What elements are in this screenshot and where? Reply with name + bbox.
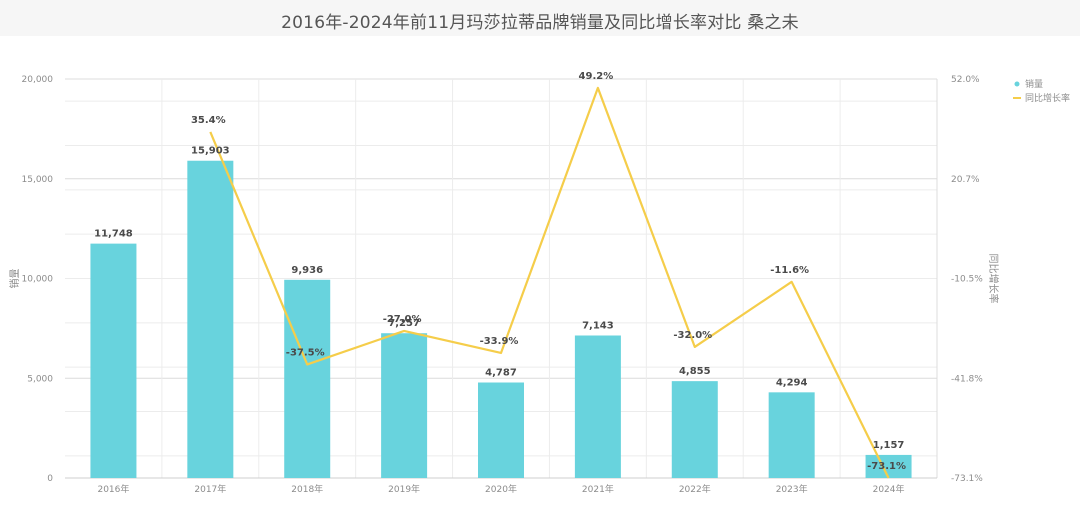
legend-bar-label: 销量	[1025, 78, 1043, 90]
y-right-tick-label: -73.1%	[951, 474, 983, 484]
line-value-label: 49.2%	[579, 71, 614, 82]
x-tick-label: 2016年	[97, 483, 129, 495]
y-right-axis-title: 同比增长率	[987, 254, 1000, 304]
chart-title: 2016年-2024年前11月玛莎拉蒂品牌销量及同比增长率对比 桑之未	[281, 13, 799, 33]
legend-line-label: 同比增长率	[1025, 92, 1070, 104]
bar-value-label: 4,855	[679, 366, 711, 377]
y-left-tick-label: 0	[47, 474, 53, 484]
bar-value-label: 15,903	[191, 146, 230, 157]
bar	[574, 335, 621, 478]
x-tick-label: 2024年	[873, 483, 905, 495]
bar-value-label: 11,748	[94, 229, 133, 240]
line-value-label: -33.9%	[480, 336, 519, 347]
bar	[671, 381, 718, 478]
y-right-tick-label: 20.7%	[951, 175, 980, 185]
bar-value-label: 7,257	[388, 318, 420, 329]
line-value-label: -73.1%	[867, 461, 906, 472]
bar	[187, 160, 234, 478]
y-left-tick-label: 15,000	[22, 175, 54, 185]
bar	[284, 279, 331, 478]
y-right-tick-label: -10.5%	[951, 275, 983, 285]
y-left-tick-label: 10,000	[22, 275, 54, 285]
bar	[90, 243, 137, 478]
title-band	[0, 0, 1080, 36]
x-tick-label: 2021年	[582, 483, 614, 495]
bar-value-label: 4,294	[776, 377, 808, 388]
x-tick-label: 2018年	[291, 483, 323, 495]
line-value-label: -27.0%	[383, 314, 422, 325]
y-right-tick-label: 52.0%	[951, 75, 980, 85]
bar-value-label: 4,787	[485, 367, 517, 378]
x-tick-label: 2022年	[679, 483, 711, 495]
bar-value-label: 7,143	[582, 320, 614, 331]
growth-rate-line	[209, 86, 890, 479]
legend-bar-swatch	[1014, 81, 1020, 87]
x-tick-label: 2020年	[485, 483, 517, 495]
x-tick-label: 2023年	[776, 483, 808, 495]
line-value-label: 35.4%	[191, 115, 226, 126]
x-tick-label: 2019年	[388, 483, 420, 495]
bar	[381, 333, 428, 478]
y-right-tick-label: -41.8%	[951, 374, 983, 384]
bar	[768, 392, 815, 478]
y-left-tick-label: 5,000	[27, 374, 53, 384]
bar-value-label: 9,936	[291, 265, 323, 276]
line-value-label: -32.0%	[673, 330, 712, 341]
y-left-axis-title: 销量	[8, 269, 21, 289]
line-value-label: -37.5%	[286, 347, 325, 358]
y-left-tick-label: 20,000	[22, 75, 54, 85]
bar	[865, 454, 912, 478]
line-value-label: -11.6%	[770, 265, 809, 276]
bar	[478, 382, 524, 478]
x-tick-label: 2017年	[194, 483, 226, 495]
bar-value-label: 1,157	[873, 440, 905, 451]
